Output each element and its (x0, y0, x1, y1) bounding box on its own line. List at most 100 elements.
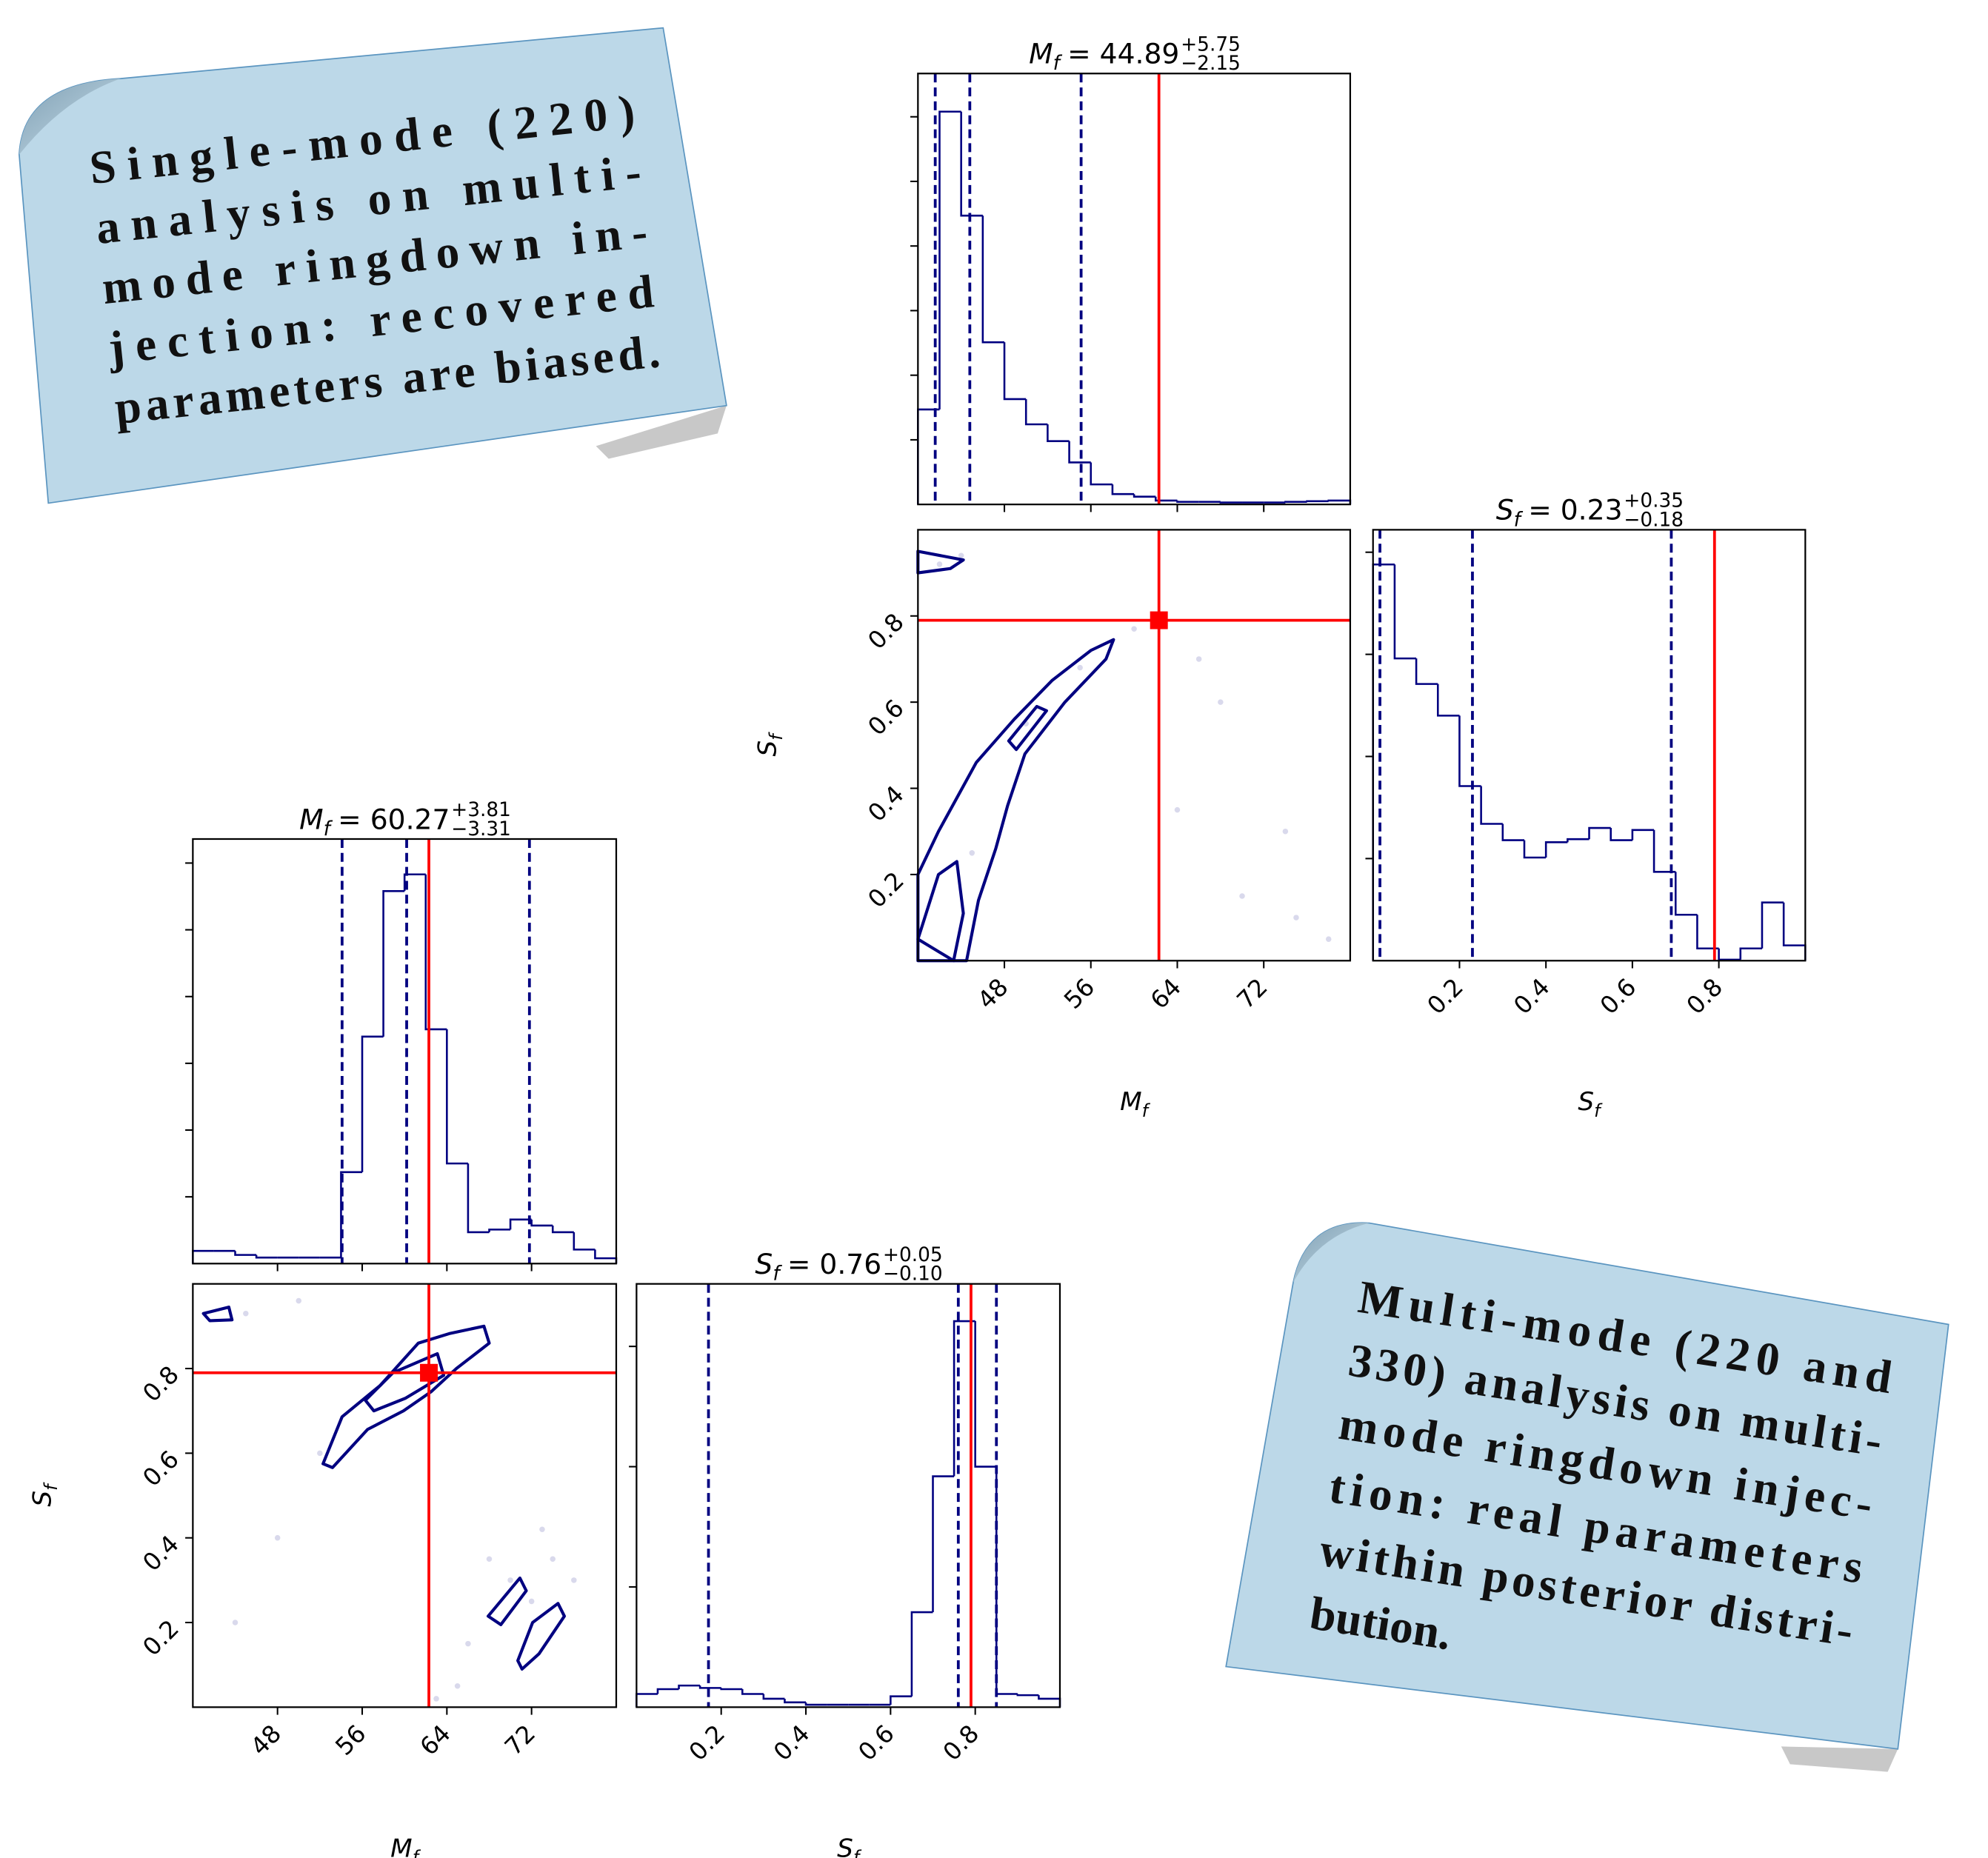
sample-point (1131, 626, 1137, 632)
estimate: = 60.27 (338, 803, 450, 835)
sample-point (571, 1577, 577, 1583)
lower-error: −2.15 (1181, 53, 1241, 75)
panel-title: Mf= 44.89 (1029, 38, 1179, 76)
histogram-step (574, 1232, 596, 1249)
subscript: f (1514, 509, 1524, 531)
lower-error: −3.31 (451, 818, 511, 841)
x-tick-label: 64 (415, 1720, 456, 1761)
sample-point (1283, 829, 1289, 835)
histogram-step (806, 1702, 827, 1705)
y-tick-label: 0.8 (137, 1360, 184, 1407)
symbol: M (299, 803, 323, 835)
sample-point (1196, 656, 1202, 662)
sample-point (529, 1599, 535, 1605)
y-tick-label: 0.6 (862, 694, 909, 741)
histogram-step (1026, 399, 1047, 424)
contour (918, 640, 1113, 961)
estimate: = 0.23 (1528, 494, 1622, 527)
histogram-step (532, 1220, 553, 1226)
y-tick-label: 0.2 (137, 1614, 184, 1661)
panel-title: Sf= 0.23 (1496, 494, 1623, 532)
axes-frame (193, 1284, 616, 1708)
histogram-step (489, 1229, 510, 1232)
symbol: S (1496, 494, 1514, 527)
histogram-step (1285, 502, 1307, 503)
axes-frame (193, 839, 616, 1263)
sample-point (1326, 936, 1332, 942)
x-tick-label: 72 (499, 1720, 541, 1761)
subscript: f (1142, 1100, 1151, 1121)
histogram-step (256, 1255, 278, 1258)
x-tick-label: 0.8 (1681, 973, 1728, 1020)
x-tick-label: 0.8 (938, 1720, 984, 1766)
x-tick-label: 48 (245, 1720, 287, 1761)
truth-marker (420, 1364, 438, 1382)
subscript: f (773, 1263, 782, 1286)
sample-point (539, 1526, 545, 1532)
histogram-step (975, 1321, 997, 1466)
panel-title: Mf= 60.27 (299, 803, 450, 841)
symbol: S (753, 741, 783, 757)
sample-point (550, 1557, 556, 1563)
subscript: f (324, 818, 333, 841)
sample-point (1175, 807, 1181, 813)
histogram-step (1416, 658, 1438, 684)
histogram-step (933, 1477, 955, 1613)
histogram-step (912, 1612, 933, 1697)
page: Mf= 44.89+5.75−2.15485664720.20.40.60.8M… (0, 0, 1988, 1858)
histogram-step (1762, 903, 1784, 949)
contour (488, 1578, 526, 1625)
histogram-step (447, 1029, 468, 1163)
histogram-step (236, 1251, 257, 1254)
symbol: M (1029, 38, 1053, 70)
subscript: f (41, 1482, 61, 1491)
histogram-step (1546, 842, 1567, 858)
axis-label: Mf (390, 1834, 421, 1858)
sample-point (317, 1451, 323, 1457)
histogram-step (468, 1163, 490, 1232)
sample-point (275, 1535, 281, 1541)
estimate: = 44.89 (1067, 38, 1179, 70)
lower-error: −0.10 (883, 1263, 943, 1286)
y-tick-label: 0.4 (137, 1530, 184, 1577)
histogram-step (362, 1037, 384, 1172)
x-tick-label: 0.4 (768, 1720, 815, 1766)
sample-point (433, 1696, 439, 1702)
sample-point (1218, 699, 1224, 705)
histogram-step (1221, 502, 1242, 503)
note-shadow (1781, 1746, 1898, 1771)
x-tick-label: 0.6 (853, 1720, 899, 1766)
histogram-step (679, 1685, 701, 1689)
figure: Mf= 44.89+5.75−2.15485664720.20.40.60.8M… (0, 0, 1988, 1858)
histogram-step (1503, 824, 1524, 841)
symbol: M (390, 1834, 413, 1858)
histogram-step (1632, 830, 1654, 841)
contour (1009, 706, 1047, 749)
histogram-step (636, 1694, 658, 1707)
histogram-step (1675, 872, 1697, 915)
contour (918, 861, 963, 960)
sample-point (1293, 915, 1299, 920)
symbol: S (755, 1248, 773, 1280)
histogram-step (384, 891, 405, 1037)
histogram-step (983, 215, 1004, 342)
contour (365, 1354, 444, 1411)
sample-point (243, 1311, 249, 1317)
sample-point (969, 850, 975, 856)
sample-point (507, 1577, 513, 1583)
sample-point (1239, 893, 1245, 899)
axes-frame (918, 529, 1350, 960)
subscript: f (853, 1847, 862, 1858)
subscript: f (766, 732, 787, 741)
x-tick-label: 48 (972, 973, 1013, 1015)
sample-point (233, 1620, 239, 1625)
estimate: = 0.76 (787, 1248, 881, 1280)
sample-point (465, 1641, 471, 1647)
axes-frame (1373, 529, 1806, 960)
x-tick-label: 72 (1232, 973, 1273, 1015)
sample-point (958, 553, 964, 559)
histogram-step (658, 1689, 679, 1694)
sample-point (937, 561, 943, 567)
lower-error: −0.18 (1624, 509, 1684, 531)
histogram-step (1459, 715, 1481, 786)
